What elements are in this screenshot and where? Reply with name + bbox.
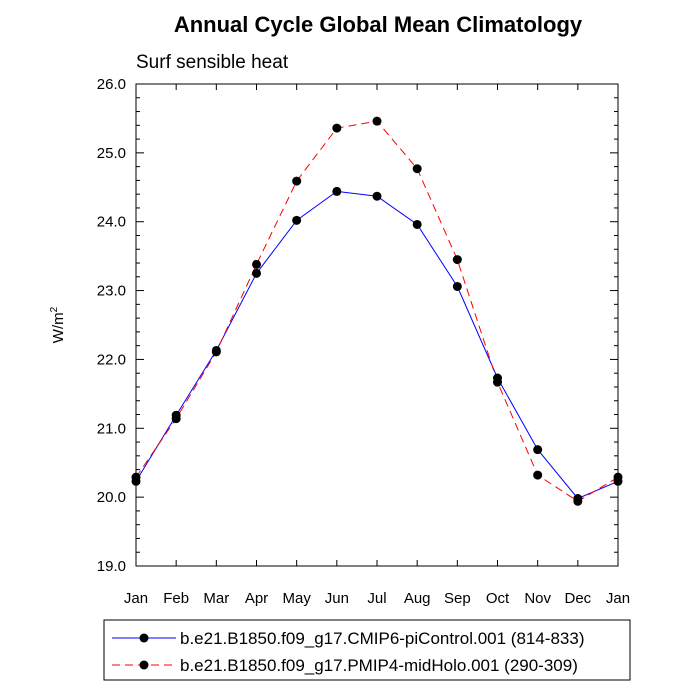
series-2-point [573,496,583,506]
x-tick-label: Mar [203,590,229,607]
y-tick-label: 24.0 [97,214,126,231]
series-2-point [533,470,543,480]
series-1-point [533,445,543,455]
x-tick-label: Jun [325,590,349,607]
series-2-point [292,176,302,186]
x-tick-label: Dec [564,590,591,607]
chart-title: Annual Cycle Global Mean Climatology [174,12,583,37]
y-tick-label: 22.0 [97,351,126,368]
x-tick-label: Aug [404,590,431,607]
x-tick-label: May [282,590,311,607]
x-tick-label: Jan [124,590,148,607]
series-2-point [412,164,422,174]
series-2-point [372,116,382,126]
y-axis-label-text: W/m [50,312,67,343]
legend-label-2: b.e21.B1850.f09_g17.PMIP4-midHolo.001 (2… [180,656,578,675]
y-axis-label-superscript: 2 [49,306,60,312]
axis-ticks: Jan Feb Mar Apr May Jun Jul Aug Sep Oct Nov Dec Jan 1… [97,76,630,607]
series-2-point [493,377,502,387]
x-tick-label: Apr [245,590,268,607]
y-tick-label: 26.0 [97,76,126,93]
y-tick-label: 19.0 [97,558,126,575]
chart-subtitle: Surf sensible heat [136,52,289,73]
legend-box [103,619,631,681]
series-2-point [211,347,221,357]
series-1-point [452,281,462,291]
series-line-2 [135,120,619,502]
series-2-point [252,259,261,269]
x-tick-label: Nov [524,590,551,607]
series-2-point [131,472,141,482]
series-1-point [412,219,422,229]
y-tick-label: 23.0 [97,283,126,300]
series-line-1 [135,190,619,500]
x-tick-label: Sep [444,590,471,607]
legend: b.e21.B1850.f09_g17.CMIP6-piControl.001 … [112,629,585,675]
series-2-point [452,255,462,265]
y-tick-label: 21.0 [97,420,126,437]
x-tick-label: Jan [606,590,630,607]
plot-area-frame [135,83,619,567]
series-1-point [372,191,382,201]
series-2-point [332,123,342,133]
series-layer [131,116,623,506]
series-1-point [292,215,302,225]
y-axis-label: W/m2 [49,306,67,343]
legend-label-1: b.e21.B1850.f09_g17.CMIP6-piControl.001 … [180,629,585,648]
series-1-point [332,186,342,196]
x-tick-label: Jul [367,590,386,607]
legend-marker-1 [139,633,149,643]
x-tick-label: Oct [486,590,510,607]
series-1-point [252,268,261,278]
series-2-point [171,414,181,424]
legend-marker-2 [139,660,149,670]
series-2-point [613,472,623,482]
y-tick-label: 25.0 [97,145,126,162]
x-tick-label: Feb [163,590,189,607]
y-tick-label: 20.0 [97,489,126,506]
